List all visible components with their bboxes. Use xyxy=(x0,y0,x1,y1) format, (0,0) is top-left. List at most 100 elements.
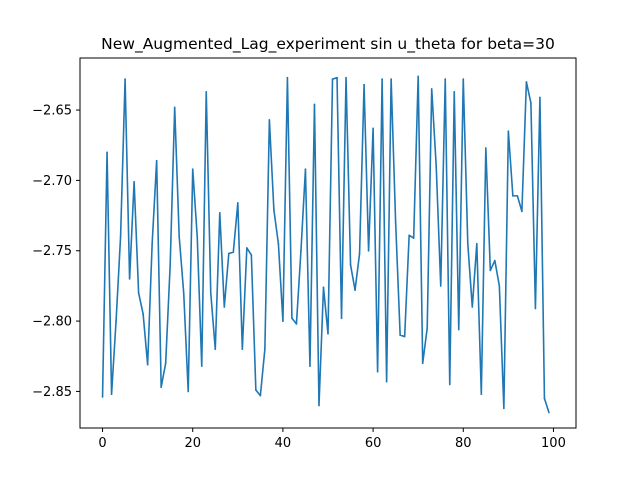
data-point xyxy=(155,159,158,162)
data-point xyxy=(200,365,203,367)
data-point xyxy=(191,168,194,170)
data-point xyxy=(322,286,325,289)
data-point xyxy=(241,348,244,351)
data-point xyxy=(534,307,537,310)
data-point xyxy=(196,235,199,238)
data-point xyxy=(480,393,483,396)
data-point xyxy=(273,209,275,211)
data-point xyxy=(309,365,311,367)
data-point xyxy=(218,211,221,214)
y-tick-label: −2.65 xyxy=(32,104,72,119)
data-point xyxy=(128,278,131,280)
data-point xyxy=(466,242,469,245)
data-point xyxy=(476,242,478,245)
x-tick-label: 80 xyxy=(455,436,472,451)
data-point xyxy=(485,147,487,149)
data-point xyxy=(318,404,320,407)
data-point xyxy=(182,292,185,294)
data-point xyxy=(516,195,519,197)
data-point xyxy=(525,81,528,83)
data-point xyxy=(282,320,284,322)
data-point xyxy=(228,252,230,255)
data-point xyxy=(372,127,374,130)
data-point xyxy=(498,285,501,287)
data-point xyxy=(394,221,397,224)
data-point xyxy=(115,320,117,322)
data-point xyxy=(412,237,415,239)
data-point xyxy=(530,102,532,104)
data-point xyxy=(151,242,153,245)
data-point xyxy=(268,119,271,121)
data-point xyxy=(160,386,162,389)
data-point xyxy=(471,306,474,308)
data-point xyxy=(439,285,442,287)
data-point xyxy=(435,165,438,168)
data-point xyxy=(548,411,550,414)
y-tick-label: −2.70 xyxy=(32,174,72,189)
data-point xyxy=(399,334,401,336)
data-point xyxy=(336,76,338,79)
data-point xyxy=(295,323,298,325)
data-point xyxy=(349,264,352,266)
data-point xyxy=(376,370,379,373)
data-point xyxy=(521,210,523,213)
data-point xyxy=(124,78,126,80)
data-point xyxy=(173,106,176,109)
data-point xyxy=(209,292,212,294)
data-point xyxy=(367,249,370,252)
data-point xyxy=(453,90,456,93)
data-point xyxy=(259,394,262,397)
data-point xyxy=(358,252,361,255)
data-point xyxy=(313,103,316,106)
data-point xyxy=(119,235,122,238)
data-point xyxy=(457,328,460,331)
data-point xyxy=(426,327,429,329)
data-point xyxy=(340,317,343,320)
data-point xyxy=(503,407,505,410)
y-tick-label: −2.85 xyxy=(32,385,72,400)
data-point xyxy=(133,181,135,183)
x-tick-label: 60 xyxy=(365,436,382,451)
data-point xyxy=(187,390,190,393)
data-point xyxy=(264,348,266,351)
data-point xyxy=(331,78,334,80)
data-point xyxy=(232,251,235,253)
plot-frame xyxy=(79,57,577,429)
data-point xyxy=(345,76,347,79)
data-point xyxy=(421,362,424,365)
data-point xyxy=(354,289,356,291)
x-tick-label: 100 xyxy=(541,436,566,451)
data-point xyxy=(286,76,289,79)
x-tick-label: 0 xyxy=(98,436,106,451)
data-point xyxy=(106,151,108,154)
data-point xyxy=(277,242,280,245)
data-point xyxy=(512,195,514,197)
x-tick-label: 40 xyxy=(275,436,292,451)
data-point xyxy=(146,363,149,366)
data-point xyxy=(214,348,217,351)
data-point xyxy=(110,393,113,396)
plot-area xyxy=(101,75,550,414)
data-point xyxy=(381,78,383,80)
data-point xyxy=(462,78,465,80)
chart-title: New_Augmented_Lag_experiment sin u_theta… xyxy=(101,35,555,54)
data-point xyxy=(255,389,257,391)
data-point xyxy=(169,264,171,266)
data-point xyxy=(137,292,140,294)
data-point xyxy=(417,75,419,78)
data-point xyxy=(539,96,541,99)
data-point xyxy=(327,332,329,335)
data-point xyxy=(250,254,253,256)
data-point xyxy=(494,259,496,262)
data-point xyxy=(101,396,104,398)
data-point xyxy=(363,83,365,86)
data-point xyxy=(291,317,293,320)
y-tick-label: −2.80 xyxy=(32,315,72,330)
data-point xyxy=(543,397,546,400)
data-point xyxy=(385,380,388,383)
axes: 0 20 40 60 80 100 −2.85 −2.80 −2.75 −2.70 −2.65 xyxy=(32,104,566,451)
data-point xyxy=(430,88,433,90)
data-point xyxy=(223,306,226,308)
data-point xyxy=(408,234,410,237)
